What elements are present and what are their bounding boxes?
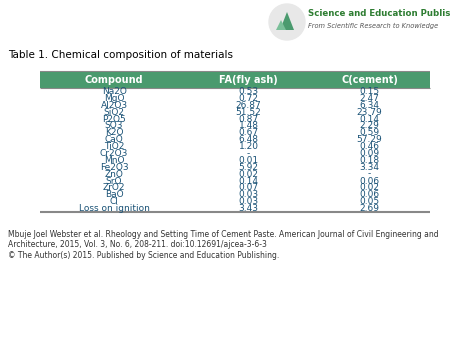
Text: 0.03: 0.03: [238, 197, 259, 206]
Text: 3.34: 3.34: [360, 163, 379, 172]
Text: P2O5: P2O5: [102, 115, 126, 123]
Text: Table 1. Chemical composition of materials: Table 1. Chemical composition of materia…: [8, 50, 233, 60]
Text: 0.53: 0.53: [238, 87, 259, 96]
Text: 0.02: 0.02: [360, 184, 379, 192]
Text: 0.14: 0.14: [360, 115, 379, 123]
Text: Mbuje Joel Webster et al. Rheology and Setting Time of Cement Paste. American Jo: Mbuje Joel Webster et al. Rheology and S…: [8, 230, 439, 239]
Text: 1.20: 1.20: [238, 142, 259, 151]
Text: 23.79: 23.79: [357, 107, 382, 117]
Text: 0.46: 0.46: [360, 142, 379, 151]
Text: 6.34: 6.34: [360, 101, 379, 110]
Polygon shape: [276, 20, 286, 30]
Text: 51.52: 51.52: [236, 107, 261, 117]
Text: -: -: [247, 149, 250, 158]
Polygon shape: [280, 12, 294, 30]
Text: Loss on ignition: Loss on ignition: [79, 204, 149, 213]
Text: 0.59: 0.59: [360, 128, 380, 137]
Text: 0.18: 0.18: [360, 156, 380, 165]
Text: Al2O3: Al2O3: [100, 101, 128, 110]
Text: SiO2: SiO2: [104, 107, 125, 117]
Text: 0.05: 0.05: [360, 197, 380, 206]
Text: C(cement): C(cement): [341, 75, 398, 85]
Text: Cr2O3: Cr2O3: [100, 149, 128, 158]
Text: 0.09: 0.09: [360, 149, 380, 158]
Text: 2.47: 2.47: [360, 94, 379, 103]
Circle shape: [269, 4, 305, 40]
Text: CaO: CaO: [105, 135, 123, 144]
Text: 0.03: 0.03: [238, 190, 259, 199]
Text: 2.69: 2.69: [360, 204, 379, 213]
Text: TiO2: TiO2: [104, 142, 124, 151]
Text: Compound: Compound: [85, 75, 144, 85]
Text: 0.01: 0.01: [238, 156, 259, 165]
Text: 0.06: 0.06: [360, 190, 380, 199]
Bar: [40, 72, 430, 88]
Text: 57.29: 57.29: [357, 135, 382, 144]
Text: 0.02: 0.02: [238, 170, 259, 178]
Text: MgO: MgO: [104, 94, 124, 103]
Text: SO3: SO3: [105, 121, 123, 130]
Text: Cl: Cl: [110, 197, 118, 206]
Text: 0.15: 0.15: [360, 87, 380, 96]
Text: MnO: MnO: [104, 156, 124, 165]
Text: From Scientific Research to Knowledge: From Scientific Research to Knowledge: [308, 23, 438, 29]
Text: Na2O: Na2O: [102, 87, 126, 96]
Text: 26.87: 26.87: [236, 101, 261, 110]
Text: BaO: BaO: [105, 190, 123, 199]
Text: 1.48: 1.48: [238, 121, 259, 130]
Text: FA(fly ash): FA(fly ash): [219, 75, 278, 85]
Text: 5.92: 5.92: [238, 163, 259, 172]
Text: SrO: SrO: [106, 176, 122, 186]
Text: ZrO2: ZrO2: [103, 184, 126, 192]
Text: ZnO: ZnO: [105, 170, 124, 178]
Text: K2O: K2O: [105, 128, 123, 137]
Text: -: -: [368, 170, 371, 178]
Text: 0.07: 0.07: [238, 184, 259, 192]
Text: 0.72: 0.72: [238, 94, 259, 103]
Text: Fe2O3: Fe2O3: [100, 163, 128, 172]
Text: 0.14: 0.14: [238, 176, 259, 186]
Text: 2.29: 2.29: [360, 121, 379, 130]
Text: 0.87: 0.87: [238, 115, 259, 123]
Text: Architecture, 2015, Vol. 3, No. 6, 208-211. doi:10.12691/ajcea-3-6-3: Architecture, 2015, Vol. 3, No. 6, 208-2…: [8, 240, 267, 249]
Text: 0.67: 0.67: [238, 128, 259, 137]
Text: © The Author(s) 2015. Published by Science and Education Publishing.: © The Author(s) 2015. Published by Scien…: [8, 251, 279, 260]
Text: 6.48: 6.48: [238, 135, 259, 144]
Text: 3.43: 3.43: [238, 204, 259, 213]
Text: Science and Education Publishing: Science and Education Publishing: [308, 9, 450, 19]
Text: 0.06: 0.06: [360, 176, 380, 186]
